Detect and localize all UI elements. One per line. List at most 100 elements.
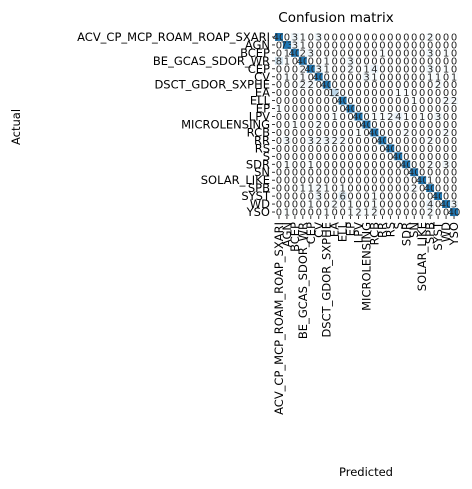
heatmap-cell (362, 176, 371, 185)
cell-value: 2 (451, 96, 457, 107)
cell-value: 0 (403, 56, 409, 67)
cell-value: 0 (347, 120, 353, 131)
cell-value: 0 (379, 200, 385, 211)
heatmap-cell (290, 200, 299, 209)
y-tick-label: SOLAR_LIKE (201, 173, 270, 187)
heatmap-cell (450, 192, 459, 201)
cell-value: 0 (324, 48, 330, 59)
heatmap-cell (386, 80, 395, 89)
cell-value: 0 (347, 144, 353, 155)
cell-value: 0 (292, 128, 298, 139)
cell-value: 3 (308, 136, 314, 147)
heatmap-cell (426, 160, 435, 169)
cell-value: 40 (376, 136, 389, 147)
heatmap-cell (322, 200, 331, 209)
heatmap-cell (314, 96, 323, 105)
heatmap-cell (275, 96, 284, 105)
cell-value: 0 (387, 88, 393, 99)
heatmap-cell (442, 64, 451, 73)
cell-value: 0 (419, 152, 425, 163)
heatmap-cell (346, 88, 355, 97)
heatmap-cell (330, 48, 339, 57)
cell-value: 0 (331, 80, 337, 91)
heatmap-cell (306, 40, 315, 49)
cell-value: 3 (363, 72, 369, 83)
cell-value: 0 (331, 32, 337, 43)
heatmap-cell (282, 128, 291, 137)
x-tick-label: AGN (280, 222, 294, 247)
heatmap-cell (354, 72, 363, 81)
cell-value: 1 (300, 184, 306, 195)
cell-value: 0 (339, 104, 345, 115)
heatmap-cell (450, 200, 459, 209)
heatmap-cell (402, 40, 411, 49)
heatmap-cell (410, 112, 419, 121)
heatmap-cell (386, 104, 395, 113)
heatmap-cell (426, 96, 435, 105)
x-tick-label: WD (439, 222, 453, 242)
cell-value: 0 (443, 184, 449, 195)
heatmap-cell (290, 144, 299, 153)
heatmap-cell (450, 40, 459, 49)
cell-value: 0 (387, 152, 393, 163)
heatmap-cell (275, 176, 284, 185)
heatmap-cell (450, 160, 459, 169)
cell-value: 0 (451, 152, 457, 163)
cell-value: 0 (395, 128, 401, 139)
cell-value: 0 (339, 88, 345, 99)
cell-value: 0 (276, 96, 282, 107)
heatmap-cell (314, 33, 323, 42)
heatmap-cell (410, 88, 419, 97)
heatmap-cell (314, 56, 323, 65)
heatmap-cell (346, 192, 355, 201)
heatmap-cell (282, 208, 291, 217)
cell-value: 0 (292, 64, 298, 75)
cell-value: 0 (379, 32, 385, 43)
heatmap-cell (378, 208, 387, 217)
heatmap-cell (378, 144, 387, 153)
heatmap-cell (410, 128, 419, 137)
y-tick-label: CEP (248, 62, 270, 76)
heatmap-cell (442, 96, 451, 105)
cell-value: 0 (379, 184, 385, 195)
heatmap-cell (306, 128, 315, 137)
heatmap-cell (402, 160, 411, 169)
cell-value: 0 (331, 120, 337, 131)
cell-value: 0 (324, 96, 330, 107)
cell-value: 0 (411, 32, 417, 43)
cell-value: 0 (419, 192, 425, 203)
cell-value: 0 (419, 80, 425, 91)
heatmap-cell (346, 128, 355, 137)
cell-value: 0 (419, 64, 425, 75)
heatmap-cell (298, 80, 307, 89)
x-tick-label: MICROLENSING (360, 222, 374, 311)
cell-value: 0 (308, 120, 314, 131)
cell-value: 0 (347, 160, 353, 171)
heatmap-cell (282, 64, 291, 73)
cell-value: 0 (363, 160, 369, 171)
cell-value: 0 (435, 152, 441, 163)
cell-value: 40 (368, 128, 381, 139)
heatmap-cell (378, 200, 387, 209)
cell-value: 0 (427, 80, 433, 91)
cell-value: 1 (331, 112, 337, 123)
heatmap-cell (346, 64, 355, 73)
cell-value: 40 (400, 160, 413, 171)
heatmap-cell (402, 88, 411, 97)
cell-value: 0 (411, 136, 417, 147)
heatmap-cell (275, 136, 284, 145)
cell-value: 40 (312, 72, 325, 83)
x-tick-label: RCB (367, 222, 381, 245)
heatmap-cell (370, 136, 379, 145)
cell-value: 0 (331, 160, 337, 171)
heatmap-cell (298, 184, 307, 193)
cell-value: 0 (363, 112, 369, 123)
cell-value: 0 (347, 192, 353, 203)
cell-value: 0 (324, 72, 330, 83)
heatmap-cell (314, 72, 323, 81)
cell-value: 0 (292, 144, 298, 155)
cell-value: 0 (284, 168, 290, 179)
cell-value: 0 (331, 56, 337, 67)
heatmap-cell (418, 56, 427, 65)
